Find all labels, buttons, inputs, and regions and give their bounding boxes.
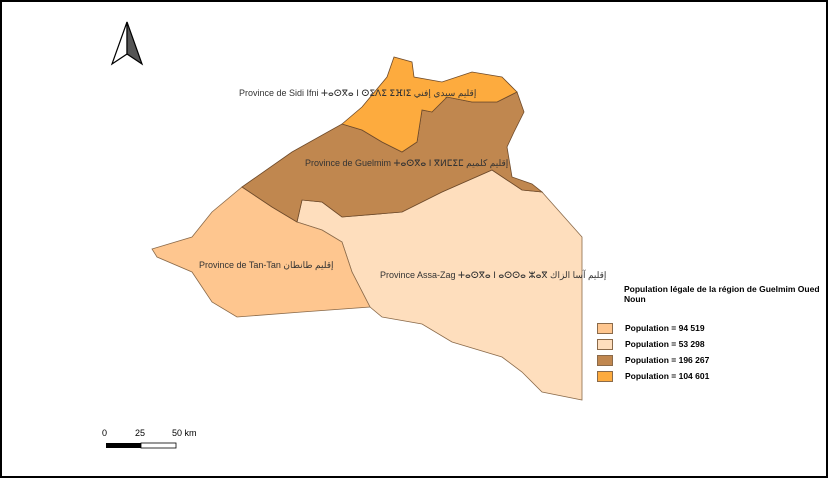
legend-swatch — [597, 338, 613, 350]
legend-swatch — [597, 354, 613, 366]
legend-item: Population = 94 519 — [597, 320, 826, 336]
region-sidi-ifni[interactable] — [341, 56, 518, 153]
legend-item: Population = 53 298 — [597, 336, 826, 352]
legend-title: Population légale de la région de Guelmi… — [624, 284, 820, 304]
scale-tick: 25 — [135, 428, 146, 438]
north-arrow-icon — [110, 21, 144, 66]
legend-label: Population = 104 601 — [625, 371, 710, 381]
label-assa-zag: Province Assa-Zag ⵜⴰⵙⴳⴰ ⵏ ⴰⵙⵙⴰ ⵣⴰⴳ إقليم… — [380, 270, 607, 280]
scale-bar — [106, 442, 177, 449]
legend-swatch — [597, 322, 613, 334]
legend-label: Population = 196 267 — [625, 355, 710, 365]
region-tan-tan[interactable] — [151, 186, 371, 318]
label-guelmim: Province de Guelmim ⵜⴰⵙⴳⴰ ⵏ ⴳⵍⵎⵉⵎ إقليم … — [305, 158, 509, 168]
scale-tick: 0 — [102, 428, 108, 438]
scale-tick: 50 km — [172, 428, 197, 438]
legend-label: Population = 53 298 — [625, 339, 705, 349]
label-sidi-ifni: Province de Sidi Ifni ⵜⴰⵙⴳⴰ ⵏ ⵙⵉⴷⵉ ⵉⴼⵏⵉ … — [239, 88, 477, 98]
legend-item: Population = 196 267 — [597, 352, 826, 368]
label-tan-tan: Province de Tan-Tan إقليم طانطان — [199, 260, 334, 270]
legend-swatch — [597, 370, 613, 382]
legend-label: Population = 94 519 — [625, 323, 705, 333]
legend-item: Population = 104 601 — [597, 368, 826, 384]
legend: Population légale de la région de Guelmi… — [597, 284, 826, 384]
